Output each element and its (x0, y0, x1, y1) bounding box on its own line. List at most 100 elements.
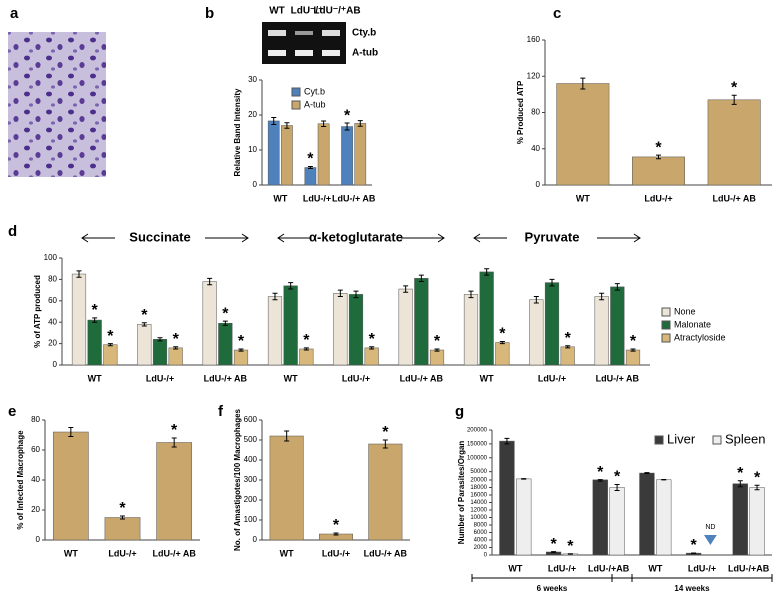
y-axis-label: % of Infected Macrophage (16, 430, 25, 530)
x-tick-label: LdU-/+ (688, 563, 716, 573)
week-label: 6 weeks (537, 584, 568, 593)
significance-marker: * (344, 107, 351, 124)
x-tick-label: WT (280, 548, 294, 558)
legend-swatch (292, 101, 300, 109)
y-tick-label: 80 (31, 415, 40, 424)
significance-marker: * (499, 326, 506, 343)
significance-marker: * (597, 464, 604, 481)
x-tick-label: LdU-/+ AB (204, 373, 248, 383)
bar (529, 300, 543, 365)
gel-band (268, 50, 286, 56)
bar (355, 123, 366, 185)
significance-marker: * (141, 307, 148, 324)
y-tick-label: 100000 (467, 455, 488, 461)
bar (595, 297, 609, 365)
bar (341, 127, 352, 185)
x-tick-label: LdU-/+ (146, 373, 174, 383)
significance-marker: * (303, 332, 310, 349)
bar (500, 441, 515, 555)
bar (105, 518, 140, 541)
gel-lane-label: WT (269, 6, 285, 17)
x-tick-label: WT (284, 373, 298, 383)
gel-band (322, 30, 340, 36)
x-tick-label: WT (576, 193, 590, 203)
significance-marker: * (238, 333, 245, 350)
bar (157, 443, 192, 541)
y-tick-label: 200 (244, 495, 258, 504)
gel-band (322, 50, 340, 56)
y-tick-label: 400 (244, 455, 258, 464)
significance-marker: * (173, 331, 180, 348)
y-tick-label: 30 (248, 75, 257, 84)
bar (610, 287, 624, 365)
bar (610, 488, 625, 556)
legend-swatch (662, 321, 670, 329)
y-tick-label: 20 (248, 110, 257, 119)
bar (333, 293, 347, 365)
bar (53, 432, 88, 540)
y-tick-label: 16000 (470, 493, 487, 499)
y-tick-label: 0 (484, 553, 488, 559)
bar (137, 324, 151, 365)
y-tick-label: 40 (531, 144, 540, 153)
y-tick-label: 20 (31, 505, 40, 514)
significance-marker: * (630, 333, 637, 350)
y-tick-label: 0 (253, 180, 258, 189)
bar (72, 274, 86, 365)
panel-letter: c (553, 5, 561, 22)
significance-marker: * (119, 500, 126, 517)
bar (640, 473, 655, 555)
legend-label: Cyt.b (304, 86, 325, 96)
y-tick-label: 0 (253, 535, 258, 544)
bar (632, 157, 684, 185)
significance-marker: * (369, 331, 376, 348)
bar (318, 124, 329, 185)
y-axis-label: % Produced ATP (516, 80, 525, 144)
error-bar (644, 473, 649, 474)
significance-marker: * (171, 422, 178, 439)
significance-marker: * (690, 537, 697, 554)
y-tick-label: 600 (244, 415, 258, 424)
y-tick-label: 0 (536, 180, 541, 189)
significance-marker: * (550, 536, 557, 553)
bar (464, 294, 478, 365)
bar (496, 343, 510, 365)
group-header: α-ketoglutarate (309, 229, 403, 244)
bar (203, 282, 217, 365)
bar (516, 479, 531, 555)
gel-band (295, 50, 313, 56)
y-tick-label: 4000 (474, 538, 488, 544)
x-tick-label: LdU-/+AB (588, 563, 630, 573)
legend-swatch (713, 436, 721, 444)
significance-marker: * (382, 424, 389, 441)
legend-label: A-tub (304, 99, 326, 109)
x-tick-label: LdU-/+ AB (596, 373, 640, 383)
bar (733, 484, 748, 555)
week-bracket (612, 574, 772, 582)
significance-marker: * (754, 469, 761, 486)
x-tick-label: WT (64, 548, 78, 558)
y-tick-label: 80 (48, 275, 57, 284)
y-tick-label: 8000 (474, 523, 488, 529)
bar (270, 436, 304, 540)
significance-marker: * (107, 328, 114, 345)
legend-label: Spleen (725, 431, 765, 446)
significance-marker: * (307, 151, 314, 168)
x-tick-label: LdU-/+ AB (364, 548, 408, 558)
x-tick-label: WT (88, 373, 102, 383)
x-tick-label: LdU-/+ (303, 193, 331, 203)
bar (365, 348, 379, 365)
significance-marker: * (731, 80, 738, 97)
x-tick-label: LdU-/+ (108, 548, 136, 558)
bar (268, 121, 279, 185)
bar (414, 278, 428, 365)
legend-label: Liver (667, 431, 696, 446)
x-tick-label: LdU-/+ AB (712, 193, 756, 203)
y-tick-label: 300 (244, 475, 258, 484)
bar (545, 283, 559, 365)
y-tick-label: 150000 (467, 441, 488, 447)
significance-marker: * (92, 302, 99, 319)
y-axis-label: Number of Parasites/Organ (457, 441, 466, 545)
y-tick-label: 200000 (467, 428, 488, 434)
